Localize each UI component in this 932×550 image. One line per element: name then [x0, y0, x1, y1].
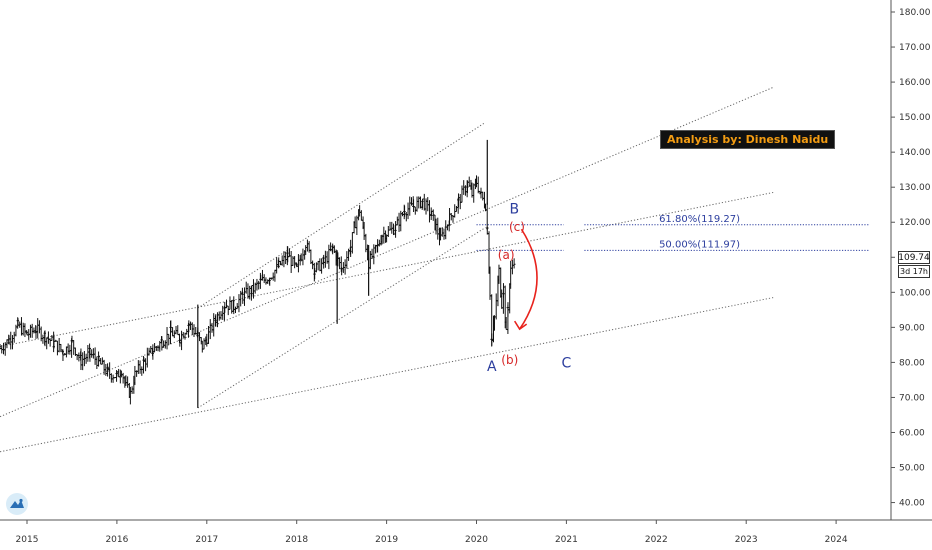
price-tick-label: 50.00	[899, 464, 925, 474]
time-tick-label: 2023	[735, 535, 758, 545]
price-tick-label: 40.00	[899, 499, 925, 509]
wave-label: B	[509, 201, 519, 217]
price-tick-label: 130.00	[899, 183, 931, 193]
projection-arrow-head	[513, 320, 528, 331]
projection-arrow-group	[513, 228, 538, 331]
wave-label: A	[487, 359, 497, 375]
price-tick-label: 150.00	[899, 113, 931, 123]
analysis-author-label: Analysis by: Dinesh Naidu	[660, 130, 836, 149]
price-tick-label: 140.00	[899, 148, 931, 158]
bar-countdown-tag: 3d 17h	[898, 265, 930, 278]
price-tick-label: 100.00	[899, 288, 931, 298]
fib-level-label: 61.80%(119.27)	[659, 214, 740, 225]
trendline	[197, 121, 486, 309]
price-tick-label: 160.00	[899, 78, 931, 88]
fib-level-label: 50.00%(111.97)	[659, 239, 740, 250]
time-tick-label: 2019	[375, 535, 398, 545]
time-tick-label: 2022	[645, 535, 668, 545]
price-tick-label: 180.00	[899, 8, 931, 18]
wave-labels-group: A B C (a) (b) (c)	[487, 201, 572, 375]
trendlines-group	[0, 86, 774, 453]
time-tick-label: 2016	[105, 535, 128, 545]
price-tick-label: 80.00	[899, 358, 925, 368]
wave-label: (a)	[498, 248, 515, 262]
price-tick-label: 70.00	[899, 393, 925, 403]
time-tick-label: 2017	[195, 535, 218, 545]
time-tick-label: 2020	[465, 535, 488, 545]
fibonacci-group: 61.80%(119.27) 50.00%(111.97)	[476, 214, 870, 251]
wave-label: (c)	[509, 220, 525, 234]
price-bars-group	[0, 139, 516, 408]
trendline	[0, 86, 774, 418]
wave-label: (b)	[501, 353, 518, 367]
last-price-tag: 109.74	[898, 251, 930, 264]
time-tick-label: 2015	[16, 535, 39, 545]
time-tick-label: 2024	[825, 535, 848, 545]
wave-label: C	[562, 356, 572, 372]
tradingview-logo-icon[interactable]	[6, 493, 28, 515]
time-tick-label: 2021	[555, 535, 578, 545]
projection-arrow-curve	[518, 228, 538, 330]
trendline	[0, 191, 774, 348]
price-tick-label: 60.00	[899, 428, 925, 438]
price-tick-label: 170.00	[899, 43, 931, 53]
price-tick-label: 90.00	[899, 323, 925, 333]
trendline	[0, 297, 774, 453]
time-tick-label: 2018	[285, 535, 308, 545]
trendline	[197, 227, 486, 409]
price-tick-label: 120.00	[899, 218, 931, 228]
